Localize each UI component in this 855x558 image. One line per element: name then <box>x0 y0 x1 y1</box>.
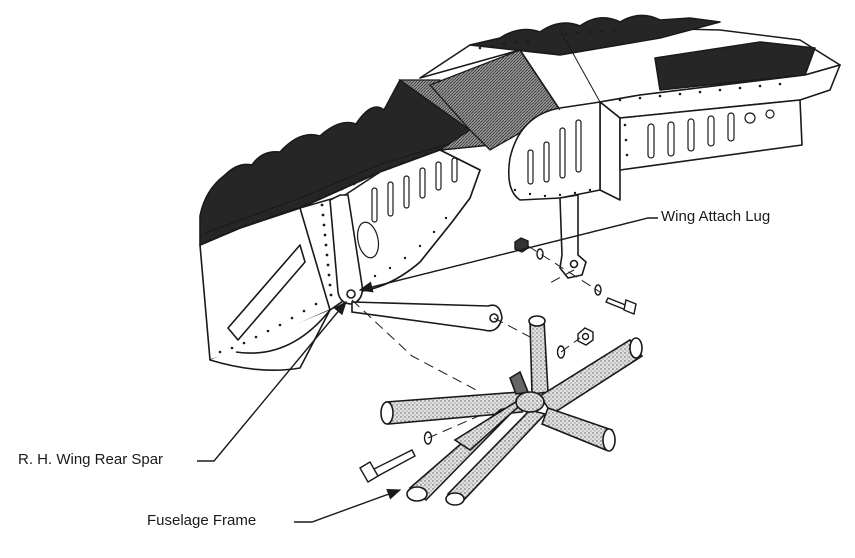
leader-lines <box>197 217 658 523</box>
wing-skin-top <box>199 79 491 246</box>
bolt-icon <box>359 449 416 483</box>
hardware <box>359 237 637 483</box>
nut-icon <box>577 327 594 346</box>
bracket-arm <box>351 301 503 332</box>
tube-2 <box>529 319 549 395</box>
wing-skin-top-right <box>469 14 721 56</box>
arrow-pointer-icon <box>197 300 347 462</box>
alignment-lines <box>351 245 601 439</box>
right-wing-section <box>419 14 841 201</box>
wing-attach-lug-label: Wing Attach Lug <box>661 208 771 225</box>
arrow-pointer-icon <box>294 489 402 523</box>
tube-4 <box>540 406 613 452</box>
fuselage-frame-label: Fuselage Frame <box>147 512 257 529</box>
bolt-icon <box>605 297 637 315</box>
washer-icon <box>536 248 544 260</box>
arrow-pointer-icon <box>358 217 658 293</box>
tube-3 <box>538 338 644 416</box>
rear-spar-label: R. H. Wing Rear Spar <box>18 451 164 468</box>
fuselage-frame <box>380 315 644 506</box>
rivet-rows-right <box>478 28 782 198</box>
